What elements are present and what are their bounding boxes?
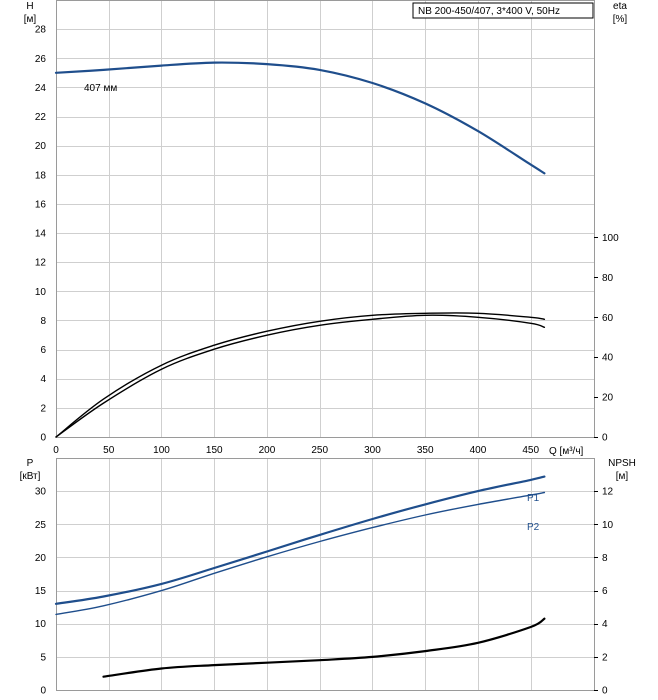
left-tick-label: 5 [40, 652, 46, 663]
legend-box: NB 200-450/407, 3*400 V, 50Hz [412, 2, 594, 19]
series-label-p1: P1 [527, 493, 540, 504]
left-tick-label: 20 [35, 553, 47, 564]
x-tick-label: 0 [53, 445, 59, 456]
panel-frames [56, 0, 595, 691]
right-tick-label: 8 [602, 553, 608, 564]
left-tick-label: 14 [35, 229, 47, 240]
left-tick-label: 20 [35, 141, 47, 152]
left-tick-label: 16 [35, 199, 47, 210]
left-tick-label: 8 [40, 316, 46, 327]
left-tick-label: 24 [35, 83, 47, 94]
series-p1 [54, 475, 546, 605]
right-tick-label: 100 [602, 233, 619, 244]
right-tick-label: 60 [602, 313, 614, 324]
left-tick-label: 10 [35, 619, 47, 630]
left-tick-label: 6 [40, 345, 46, 356]
left-tick-label: 10 [35, 287, 47, 298]
right-tick-label: 40 [602, 353, 614, 364]
left-tick-label: 28 [35, 25, 47, 36]
series-0-2 [55, 312, 546, 438]
series-1-2 [102, 617, 546, 678]
bottom-right-axis-unit: [м] [616, 471, 629, 482]
top-left-axis-unit: [м] [24, 14, 37, 25]
panel-frame [56, 458, 595, 691]
series-p2 [55, 491, 546, 616]
series-label-407: 407 мм [84, 83, 117, 94]
left-tick-label: 26 [35, 54, 47, 65]
series-label-p2: P2 [527, 522, 540, 533]
left-tick-label: 18 [35, 170, 47, 181]
left-tick-label: 2 [40, 403, 46, 414]
left-tick-label: 0 [40, 433, 46, 444]
left-tick-label: 30 [35, 487, 47, 498]
right-tick-label: 4 [602, 619, 608, 630]
series-407- [54, 61, 546, 175]
top-right-axis-title: eta [613, 1, 627, 12]
right-tick-label: 6 [602, 586, 608, 597]
right-tick-label: 12 [602, 487, 614, 498]
grid-top [56, 0, 594, 437]
x-tick-label: 250 [311, 445, 328, 456]
bottom-right-axis-title: NPSH [608, 458, 636, 469]
left-tick-label: 22 [35, 112, 47, 123]
right-tick-label: 2 [602, 652, 608, 663]
bottom-left-axis-unit: [кВт] [20, 471, 41, 482]
x-tick-label: 50 [103, 445, 115, 456]
series-layer [54, 61, 546, 678]
left-tick-label: 12 [35, 258, 47, 269]
right-tick-label: 0 [602, 433, 608, 444]
x-tick-label: 200 [259, 445, 276, 456]
panel-frame [56, 0, 595, 438]
grid-bottom [56, 458, 594, 690]
x-tick-label: 100 [153, 445, 170, 456]
bottom-left-axis-title: P [27, 458, 34, 469]
legend-text: NB 200-450/407, 3*400 V, 50Hz [418, 6, 560, 17]
left-tick-label: 4 [40, 374, 46, 385]
right-tick-label: 20 [602, 393, 614, 404]
right-tick-label: 0 [602, 686, 608, 697]
left-tick-label: 25 [35, 520, 47, 531]
series-0-1 [55, 314, 546, 438]
x-tick-label: 300 [364, 445, 381, 456]
right-tick-label: 80 [602, 273, 614, 284]
left-tick-label: 15 [35, 586, 47, 597]
x-tick-label: 400 [470, 445, 487, 456]
left-tick-label: 0 [40, 686, 46, 697]
x-tick-label: 450 [522, 445, 539, 456]
x-axis-label: Q [м³/ч] [549, 446, 584, 457]
x-tick-label: 350 [417, 445, 434, 456]
right-tick-label: 10 [602, 520, 614, 531]
top-right-axis-unit: [%] [613, 14, 628, 25]
x-tick-label: 150 [206, 445, 223, 456]
top-left-axis-title: H [26, 1, 33, 12]
